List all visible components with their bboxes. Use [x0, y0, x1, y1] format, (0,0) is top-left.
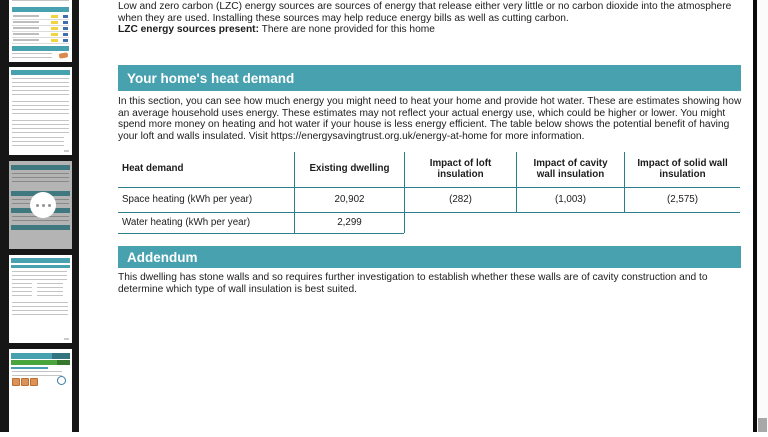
thumbnail-sidebar: [0, 0, 79, 437]
thumbnail-text-lines: [12, 101, 69, 117]
page-thumbnail-5[interactable]: [9, 349, 72, 437]
thumbnail-table-row: [12, 32, 69, 38]
row-water-heating-label: Water heating (kWh per year): [122, 216, 251, 228]
thumbnail-text-lines: [12, 120, 69, 134]
row-space-heating-cavity: (1,003): [554, 193, 587, 205]
thumbnail-orange-badge: [21, 378, 29, 386]
thumbnail-text-lines: [12, 302, 68, 316]
heat-demand-title: Your home's heat demand: [127, 70, 295, 86]
col-header-cavity-wall-insulation: Impact of cavity wall insulation: [533, 158, 608, 180]
thumbnail-keyvalue-values: [37, 283, 63, 299]
col-header-solid-wall-insulation: Impact of solid wall insulation: [637, 158, 728, 180]
thumbnail-text-lines: [12, 137, 64, 147]
thumbnail-text-lines: [12, 0, 69, 4]
thumbnail-page-number: [64, 150, 69, 152]
thumbnail-text-lines: [12, 371, 62, 377]
col-header-existing-dwelling: Existing dwelling: [309, 163, 390, 175]
thumbnail-green-bar: [11, 360, 70, 365]
thumbnail-page-number: [64, 338, 69, 340]
addendum-section-header: Addendum: [118, 246, 741, 268]
thumbnail-text-lines: [12, 216, 69, 223]
row-space-heating-loft: (282): [449, 193, 472, 205]
table-border: [118, 233, 404, 234]
row-space-heating-existing: 20,902: [334, 193, 365, 205]
thumbnail-loading-spinner: [30, 192, 56, 218]
table-border: [118, 212, 740, 213]
thumbnail-text-lines: [12, 271, 67, 281]
table-border: [404, 152, 405, 233]
scrollbar-thumb[interactable]: [758, 418, 767, 432]
col-header-loft-insulation: Impact of loft insulation: [429, 158, 492, 180]
heat-demand-paragraph: In this section, you can see how much en…: [118, 96, 742, 142]
thumbnail-header-bar: [11, 258, 70, 263]
thumbnail-table-row: [12, 38, 69, 44]
spinner-dot: [47, 203, 51, 207]
page-thumbnail-1[interactable]: [9, 0, 72, 62]
thumbnail-header-bar: [11, 165, 70, 170]
row-space-heating-solid: (2,575): [666, 193, 699, 205]
thumbnail-header-bar: [11, 70, 70, 75]
table-border: [624, 152, 625, 212]
spinner-dot: [35, 203, 39, 207]
col-header-heat-demand: Heat demand: [122, 163, 184, 175]
spinner-dot: [41, 203, 45, 207]
thumbnail-header-bar: [11, 353, 70, 359]
thumbnail-table-row: [12, 20, 69, 26]
addendum-paragraph: This dwelling has stone walls and so req…: [118, 272, 708, 295]
lzc-intro-paragraph: Low and zero carbon (LZC) energy sources…: [118, 1, 742, 36]
page-thumbnail-3-current-loading[interactable]: [9, 161, 72, 249]
page-thumbnail-2[interactable]: [9, 67, 72, 155]
addendum-title: Addendum: [127, 249, 198, 265]
lzc-intro-text: Low and zero carbon (LZC) energy sources…: [118, 1, 732, 24]
thumbnail-table-row: [12, 26, 69, 32]
heat-demand-table: Heat demand Existing dwelling Impact of …: [118, 152, 740, 234]
thumbnail-thin-bar: [11, 367, 48, 369]
thumbnail-text-lines: [12, 173, 69, 185]
table-border: [516, 152, 517, 212]
table-border: [294, 152, 295, 233]
thumbnail-orange-badge: [12, 378, 20, 386]
page-thumbnail-4[interactable]: [9, 255, 72, 343]
lzc-sources-value: There are none provided for this home: [261, 24, 435, 36]
thumbnail-trust-logo: [57, 376, 66, 385]
heat-demand-section-header: Your home's heat demand: [118, 65, 741, 91]
thumbnail-subheader-bar: [11, 265, 70, 268]
thumbnail-keyvalue-labels: [12, 283, 32, 299]
vertical-scrollbar[interactable]: [757, 0, 768, 432]
thumbnail-signature-mark: [58, 52, 69, 59]
document-page-view: Low and zero carbon (LZC) energy sources…: [79, 0, 753, 432]
thumbnail-text-lines: [12, 53, 52, 61]
thumbnail-table-header-bar: [12, 7, 69, 12]
thumbnail-orange-badge: [30, 378, 38, 386]
table-border: [118, 187, 740, 188]
thumbnail-table-row: [12, 14, 69, 20]
page-edge-border: [753, 0, 757, 432]
row-water-heating-existing: 2,299: [337, 216, 362, 228]
lzc-sources-label: LZC energy sources present:: [118, 24, 259, 36]
thumbnail-section-bar: [11, 225, 70, 230]
thumbnail-section-bar: [12, 46, 69, 51]
thumbnail-text-lines: [12, 78, 69, 98]
row-space-heating-label: Space heating (kWh per year): [122, 193, 253, 205]
